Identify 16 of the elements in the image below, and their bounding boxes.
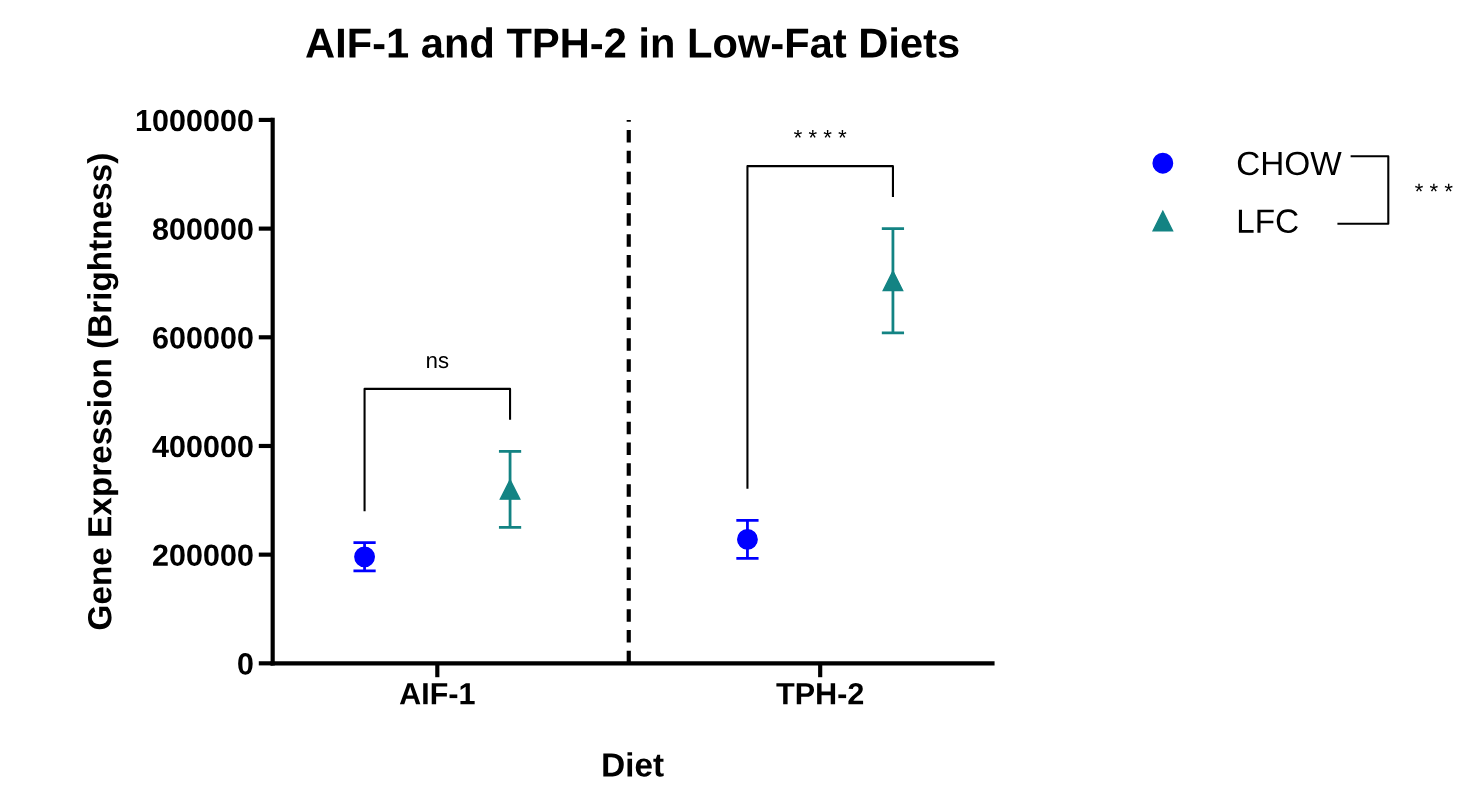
legend-label: CHOW — [1237, 151, 1342, 176]
legend-label: LFC — [1238, 209, 1298, 233]
y-tick-label: 0 — [238, 653, 253, 675]
y-axis-title: Gene Expression (Brightness) — [87, 154, 119, 630]
x-axis-title: Diet — [603, 752, 664, 777]
annotation: * * * * — [793, 129, 847, 138]
annotation: ns — [427, 356, 449, 369]
text: * * * — [1415, 183, 1453, 192]
y-tick-label: 1000000 — [136, 109, 253, 132]
y-tick-label: 400000 — [152, 435, 253, 458]
x-tick-label: TPH-2 — [776, 682, 864, 705]
y-tick-label: 600000 — [153, 327, 253, 349]
y-tick-label: 200000 — [153, 544, 253, 567]
x-tick-label: AIF-1 — [399, 683, 475, 705]
chart-title: AIF-1 and TPH-2 in Low-Fat Diets — [306, 27, 959, 58]
y-tick-label: 800000 — [152, 218, 253, 240]
